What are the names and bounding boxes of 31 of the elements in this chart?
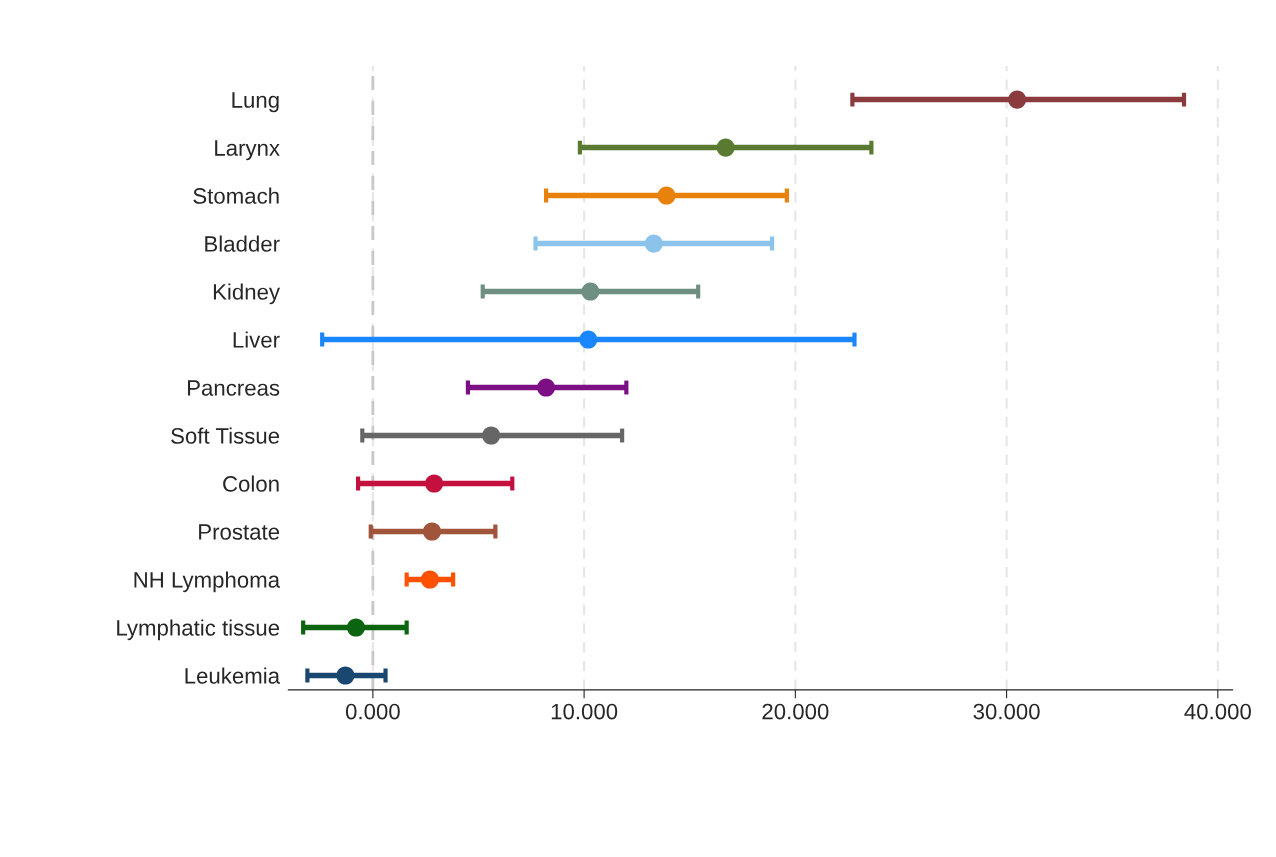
point [579, 330, 598, 349]
y-tick-label: Prostate [199, 524, 280, 540]
y-tick-label: Bladder [205, 235, 280, 252]
y-tick-label: Liver [233, 331, 280, 348]
point [346, 618, 366, 637]
x-tick-label: 20.000 [762, 703, 829, 720]
x-tick-label: 40.000 [1184, 703, 1251, 720]
point [537, 378, 556, 397]
y-tick-label: Colon [223, 475, 279, 492]
y-tick-label: Soft Tissue [171, 427, 280, 444]
point [425, 474, 444, 493]
y-tick-label: Lymphatic tissue [117, 619, 280, 641]
point [644, 234, 663, 253]
y-tick-label: Leukemia [185, 667, 281, 684]
y-tick-label: Larynx [215, 140, 280, 161]
point [716, 138, 735, 157]
x-tick-label: 0.000 [345, 703, 400, 720]
y-tick-label: Pancreas [187, 380, 280, 396]
point [422, 522, 442, 541]
point [581, 282, 600, 301]
point [1008, 90, 1027, 109]
point [420, 570, 439, 589]
x-tick-label: 30.000 [973, 703, 1040, 720]
x-tick-label: 10.000 [551, 703, 618, 720]
point [482, 426, 501, 445]
point [336, 666, 355, 685]
y-tick-label: NH Lymphoma [134, 571, 281, 593]
y-tick-label: Lung [232, 92, 279, 113]
y-tick-label: Kidney [213, 283, 280, 305]
point [657, 186, 676, 205]
y-tick-label: Stomach [193, 187, 279, 204]
